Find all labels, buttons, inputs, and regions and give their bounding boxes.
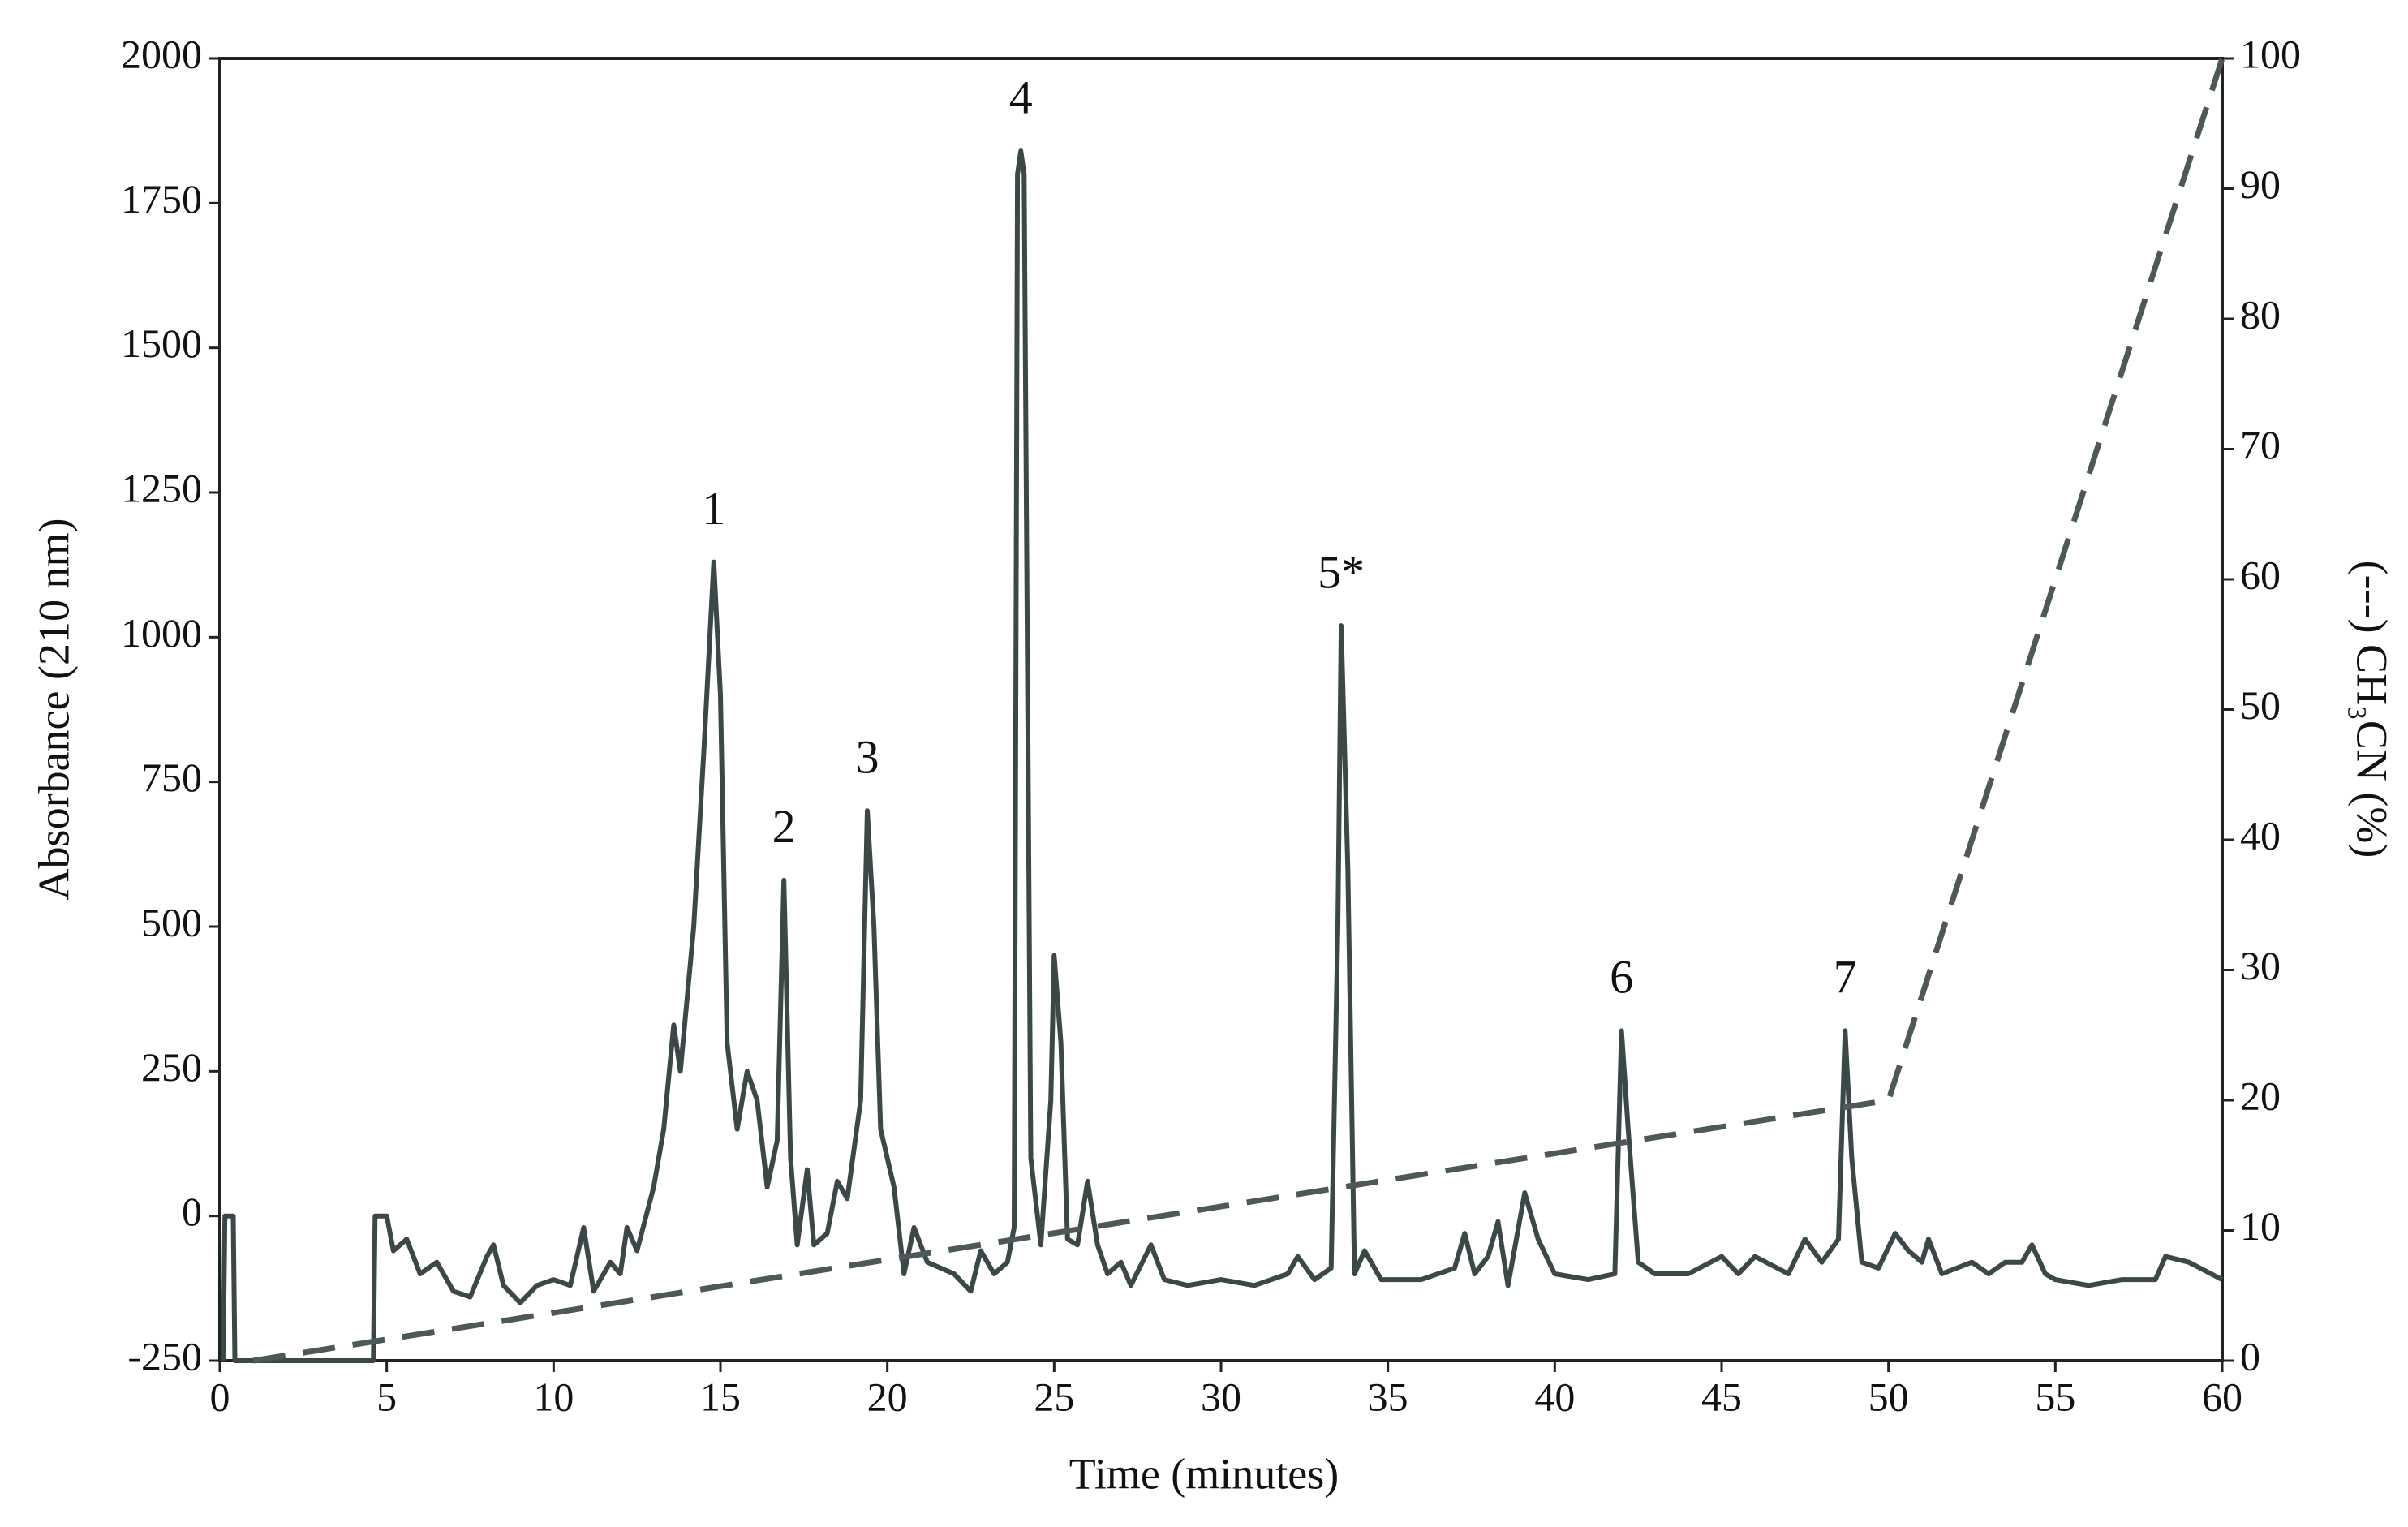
peak-label: 2 [772,800,796,853]
y2-tick-label: 30 [2240,943,2281,988]
x-axis-label: Time (minutes) [1069,1449,1339,1498]
y-tick-label: 1000 [121,610,202,656]
trace-line [221,148,2224,1363]
plot-frame [218,57,2224,1362]
y-tick-label: 0 [182,1189,202,1234]
x-tick-label: 60 [2202,1374,2242,1419]
x-tick-label: 0 [210,1374,230,1419]
peak-label: 6 [1610,951,1633,1004]
x-tick-label: 15 [700,1374,741,1419]
x-tick-label: 55 [2035,1374,2075,1419]
x-tick-label: 20 [867,1374,908,1419]
x-tick-label: 35 [1368,1374,1408,1419]
y2-tick-label: 90 [2240,161,2281,207]
x-tick-label: 50 [1868,1374,1909,1419]
x-tick-label: 25 [1034,1374,1074,1419]
peak-label: 7 [1834,951,1857,1004]
x-tick-label: 40 [1534,1374,1575,1419]
y-axis-label: Absorbance (210 nm) [29,518,78,901]
y-tick-label: 1250 [121,465,202,510]
y-tick-label: 750 [141,755,202,800]
y-tick-label: 1500 [121,320,202,366]
y-tick-label: -250 [127,1333,202,1379]
y2-axis-label: (---) CH₃CN (%) [2348,561,2397,858]
gradient-line [252,57,2225,1364]
peak-label: 5* [1318,545,1365,598]
x-tick-label: 10 [533,1374,574,1419]
x-tick-label: 45 [1701,1374,1742,1419]
y2-tick-label: 10 [2240,1203,2281,1249]
y2-tick-label: 60 [2240,552,2281,597]
y-tick-label: 1750 [121,176,202,222]
y-tick-label: 250 [141,1044,202,1090]
y2-tick-label: 70 [2240,422,2281,467]
y2-tick-label: 40 [2240,812,2281,858]
y-tick-label: 500 [141,899,202,944]
peak-label: 3 [855,731,879,784]
peak-label: 1 [702,482,725,535]
y2-tick-label: 50 [2240,682,2281,728]
y-tick-label: 2000 [121,31,202,76]
y2-tick-label: 0 [2240,1333,2260,1379]
y2-tick-label: 20 [2240,1073,2281,1118]
x-tick-label: 30 [1201,1374,1241,1419]
y2-tick-label: 80 [2240,291,2281,337]
x-tick-label: 5 [376,1374,397,1419]
y2-tick-label: 100 [2240,31,2301,76]
peak-label: 4 [1009,71,1033,123]
